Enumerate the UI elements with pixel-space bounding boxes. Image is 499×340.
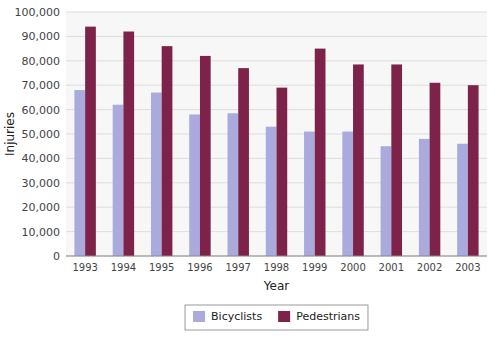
y-tick-label: 10,000 (22, 226, 61, 239)
legend-swatch (278, 311, 290, 322)
y-tick-label: 90,000 (22, 30, 61, 43)
legend-label: Bicyclists (211, 310, 262, 323)
x-tick-label: 1998 (264, 262, 289, 273)
bar (74, 90, 85, 256)
legend-swatch (193, 311, 205, 322)
x-tick-label: 1997 (226, 262, 251, 273)
bar (353, 64, 364, 256)
bar (266, 127, 277, 256)
x-axis-line (66, 256, 487, 257)
bar (85, 27, 96, 256)
bar (151, 93, 162, 256)
y-tick-label: 40,000 (22, 152, 61, 165)
x-tick-label: 2003 (455, 262, 480, 273)
y-tick-label: 20,000 (22, 201, 61, 214)
y-tick-label: 50,000 (22, 128, 61, 141)
bar (189, 114, 200, 256)
bar (381, 146, 392, 256)
x-tick-label: 1993 (72, 262, 97, 273)
x-tick-label: 1994 (111, 262, 136, 273)
x-tick-label: 1995 (149, 262, 174, 273)
y-tick-label: 70,000 (22, 79, 61, 92)
y-tick-label: 30,000 (22, 177, 61, 190)
y-tick-label: 0 (53, 250, 60, 263)
bar (228, 113, 239, 256)
bar (468, 85, 479, 256)
legend-label: Pedestrians (296, 310, 360, 323)
grid-line (66, 12, 487, 13)
bar (430, 83, 441, 256)
bar (162, 46, 173, 256)
legend: Bicyclists Pedestrians (185, 305, 368, 330)
bar (113, 105, 124, 256)
x-tick-label: 1996 (187, 262, 212, 273)
x-tick-label: 2001 (379, 262, 404, 273)
x-tick-label: 1999 (302, 262, 327, 273)
bar (457, 144, 468, 256)
x-axis-label: Year (263, 279, 289, 293)
bar (238, 68, 249, 256)
bar (123, 32, 134, 256)
y-tick-label: 100,000 (15, 6, 61, 19)
bars (74, 27, 478, 256)
grid-line (66, 256, 487, 257)
x-tick-label: 2002 (417, 262, 442, 273)
bar (342, 132, 353, 256)
bar (419, 139, 430, 256)
legend-frame (185, 305, 368, 330)
bar (315, 49, 326, 256)
bar (391, 64, 402, 256)
y-tick-label: 60,000 (22, 104, 61, 117)
y-tick-label: 80,000 (22, 55, 61, 68)
plot-area (66, 12, 487, 256)
bar (277, 88, 288, 256)
x-tick-label: 2000 (340, 262, 365, 273)
chart: 0 10,000 20,000 30,000 40,000 50,000 60,000 70,… (0, 0, 499, 340)
y-axis-label: Injuries (3, 112, 17, 156)
bar (200, 56, 211, 256)
bar (304, 132, 315, 256)
